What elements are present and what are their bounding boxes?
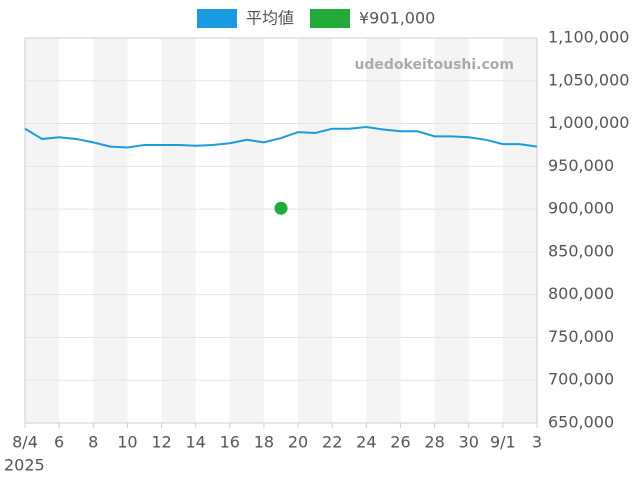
- x-tick-label: 30: [459, 433, 479, 452]
- x-tick-label: 14: [185, 433, 205, 452]
- band: [229, 38, 264, 423]
- plot-background: [25, 38, 537, 423]
- y-tick-label: 1,100,000: [548, 28, 629, 47]
- x-tick-label: 20: [288, 433, 308, 452]
- x-tick-label: 24: [356, 433, 376, 452]
- x-tick-label: 3: [532, 433, 542, 452]
- x-tick-label: 16: [220, 433, 240, 452]
- price-line: [24, 125, 538, 149]
- plot-frame: [24, 37, 538, 424]
- y-tick-label: 700,000: [548, 370, 614, 389]
- x-tick-label: 22: [322, 433, 342, 452]
- band: [502, 38, 537, 423]
- y-tick-label: 1,000,000: [548, 113, 629, 132]
- y-tick-label: 850,000: [548, 241, 614, 260]
- legend-label: ¥901,000: [359, 9, 435, 28]
- band: [93, 38, 128, 423]
- band: [161, 38, 196, 423]
- legend-swatch: [197, 9, 237, 28]
- y-tick-label: 1,050,000: [548, 70, 629, 89]
- x-tick-label: 10: [117, 433, 137, 452]
- x-tick-label: 28: [424, 433, 444, 452]
- y-tick-label: 900,000: [548, 199, 614, 218]
- y-tick-label: 800,000: [548, 284, 614, 303]
- watermark: udedokeitoushi.com: [354, 57, 514, 73]
- x-tick-label: 6: [54, 433, 64, 452]
- x-tick-label: 12: [151, 433, 171, 452]
- y-tick-label: 950,000: [548, 156, 614, 175]
- band: [25, 38, 60, 423]
- band: [434, 38, 469, 423]
- x-tick-label: 26: [390, 433, 410, 452]
- x-tick-label: 8: [88, 433, 98, 452]
- band: [298, 38, 333, 423]
- band: [366, 38, 401, 423]
- legend-swatch: [310, 9, 350, 28]
- x-tick-label: 9/1: [490, 433, 516, 452]
- y-tick-label: 650,000: [548, 413, 614, 432]
- x-year-label: 2025: [4, 456, 45, 475]
- x-tick-label: 8/4: [12, 433, 38, 452]
- x-tick-label: 18: [254, 433, 274, 452]
- y-tick-label: 750,000: [548, 327, 614, 346]
- price-point: [274, 201, 288, 215]
- legend-label: 平均値: [246, 9, 294, 28]
